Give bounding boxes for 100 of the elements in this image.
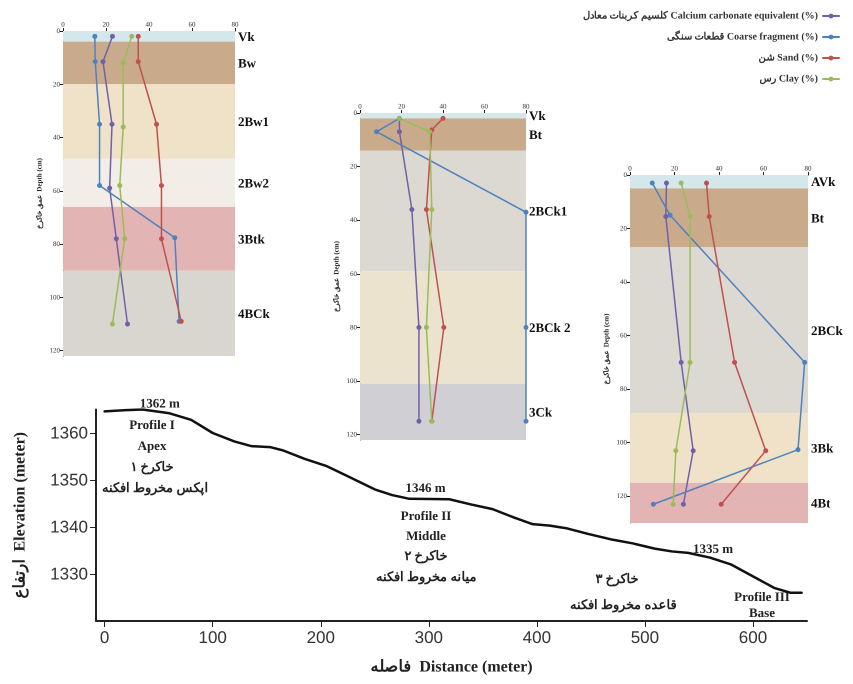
x-axis-title: فاصله Distance (meter) [370, 658, 533, 676]
point [688, 360, 693, 365]
y-tick-label: 1340 [50, 518, 88, 536]
band-label: 3Btk [238, 231, 266, 246]
point [795, 447, 800, 452]
band-label: AVk [811, 174, 836, 190]
band-label: 2BCk 2 [529, 320, 571, 335]
point [424, 324, 429, 330]
point [92, 34, 98, 39]
x-tick-label: 200 [306, 628, 335, 647]
point [110, 122, 115, 127]
point [158, 183, 164, 188]
point [125, 322, 130, 327]
annotation: Apex [138, 438, 167, 453]
point [416, 418, 422, 424]
point [524, 210, 528, 215]
point [732, 360, 738, 365]
band-label: 2BCk [811, 322, 844, 338]
band-label: 3Ck [529, 404, 553, 420]
point [97, 122, 102, 127]
band-label: Vk [529, 108, 546, 124]
annotation: Profile I [129, 417, 175, 432]
band-label: 2BCk1 [529, 203, 568, 218]
y-axis-title: ارتفاع Elevation (meter) [12, 432, 30, 599]
point [396, 129, 402, 134]
point [670, 502, 676, 507]
annotation: میانه مخروط افکنه [376, 569, 476, 585]
point [706, 214, 712, 219]
point [120, 124, 126, 130]
point [374, 129, 380, 134]
band-label: Bt [811, 210, 825, 226]
x-tick-label: 100 [198, 628, 227, 647]
legend-label: شن Sand (%) [758, 52, 818, 64]
point [650, 502, 656, 507]
x-tick-label: 400 [522, 628, 552, 647]
point [429, 206, 434, 212]
annotation: 1335 m [692, 541, 734, 556]
annotation: خاکرخ ۱ [130, 459, 174, 475]
point [802, 360, 808, 365]
band-label: 4BCk [238, 306, 271, 321]
annotation: قاعده مخروط افکنه [570, 597, 676, 613]
point [663, 214, 668, 219]
point [424, 206, 429, 212]
annotation: Middle [406, 528, 446, 543]
legend-label: قطعات سنگی Coarse fragment (%) [666, 30, 818, 42]
y-tick-label: 1360 [50, 424, 88, 442]
annotation: Profile II [400, 508, 452, 523]
point [680, 502, 686, 507]
point [172, 235, 178, 240]
annotation: Base [749, 605, 776, 620]
legend-label: کلسیم کربنات معادل Calcium carbonate equivalent (%) [583, 10, 818, 22]
annotation: خاکرخ ۲ [404, 548, 448, 564]
point [107, 186, 112, 191]
band-label: Bt [529, 126, 543, 142]
point [690, 448, 696, 454]
point [409, 206, 414, 212]
band-label: 3Bk [811, 440, 834, 456]
x-tick-label: 0 [100, 628, 110, 647]
point [718, 502, 724, 507]
y-tick-label: 1350 [50, 470, 88, 490]
point [110, 322, 115, 327]
point [114, 236, 119, 242]
annotation: 1362 m [140, 396, 180, 410]
y-tick-label: 1330 [50, 564, 88, 584]
point [97, 183, 102, 188]
point [704, 180, 710, 186]
band-label: 2Bw2 [238, 175, 270, 190]
annotation: اپکس مخروط افکنه [102, 480, 208, 496]
band-label: 2Bw1 [238, 114, 270, 130]
point [122, 236, 128, 242]
annotation: 1346 m [406, 480, 446, 496]
band-label: Bw [238, 55, 257, 70]
x-tick-label: 600 [738, 628, 768, 647]
x-tick-label: 500 [630, 628, 660, 647]
point [664, 180, 669, 186]
point [668, 212, 673, 218]
point [440, 116, 446, 121]
legend-label: رس Clay (%) [759, 74, 818, 84]
annotation: خاکرخ ۳ [595, 571, 639, 587]
point [120, 60, 126, 66]
point [650, 180, 655, 186]
point [524, 418, 528, 424]
point [136, 34, 141, 39]
point [416, 324, 422, 330]
point [92, 59, 98, 64]
point [154, 122, 160, 127]
point [678, 180, 684, 186]
annotation: Profile III [734, 589, 790, 604]
point [100, 59, 106, 64]
band-label: Vk [238, 28, 256, 44]
point [688, 214, 693, 219]
point [117, 183, 122, 188]
point [136, 59, 141, 64]
point [678, 360, 684, 365]
point [524, 324, 528, 330]
point [441, 324, 446, 330]
x-tick-label: 300 [414, 628, 443, 647]
point [129, 34, 134, 39]
point [158, 236, 164, 242]
point [673, 448, 678, 454]
